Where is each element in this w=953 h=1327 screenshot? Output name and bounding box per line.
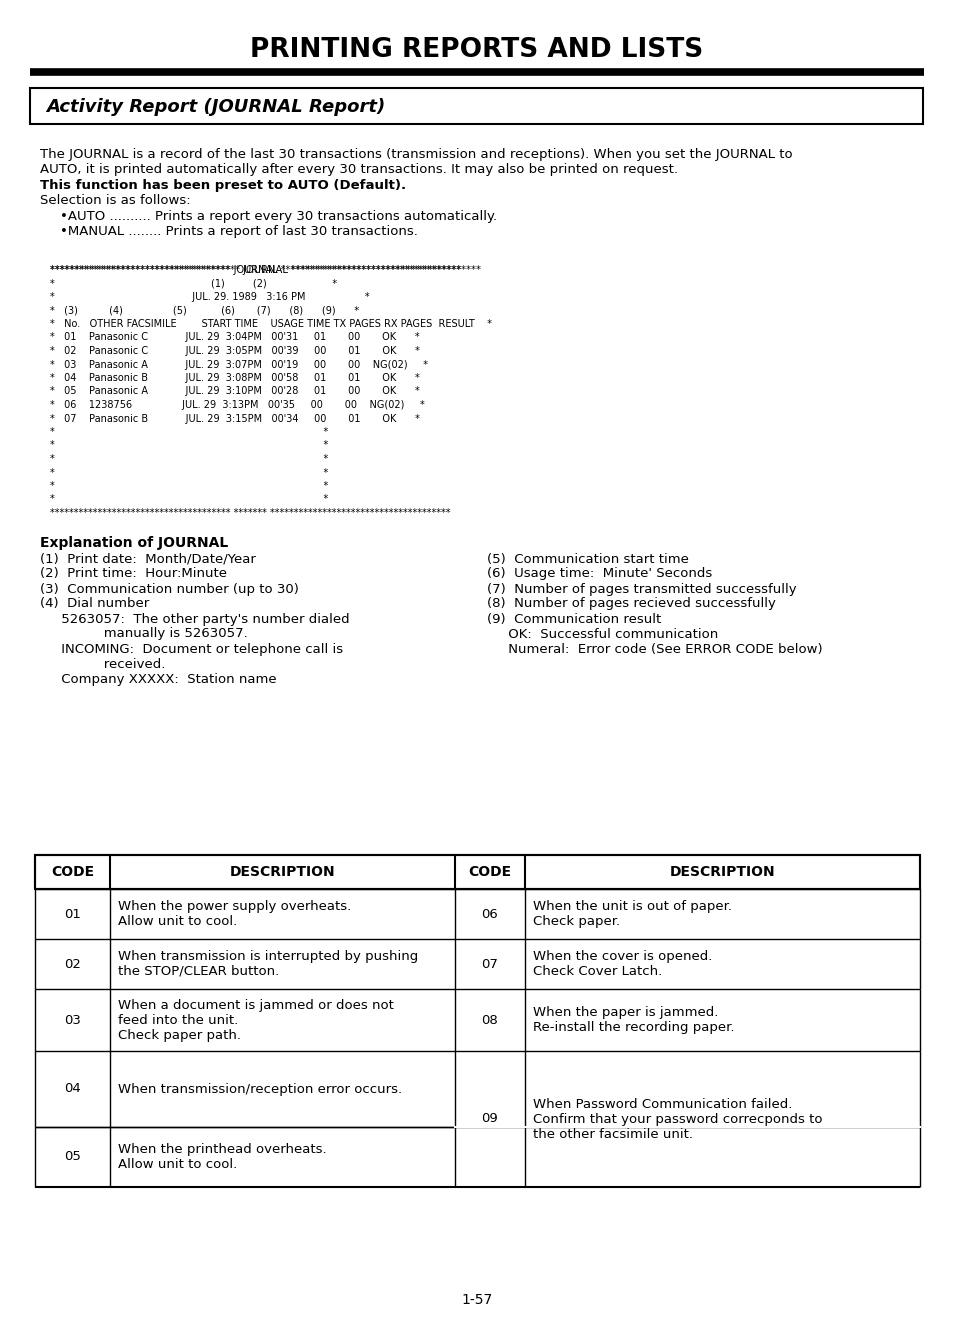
Text: DESCRIPTION: DESCRIPTION <box>230 865 335 878</box>
Text: *   No.   OTHER FACSIMILE        START TIME    USAGE TIME TX PAGES RX PAGES  RES: * No. OTHER FACSIMILE START TIME USAGE T… <box>50 318 492 329</box>
Text: DESCRIPTION: DESCRIPTION <box>669 865 775 878</box>
Text: When a document is jammed or does not: When a document is jammed or does not <box>118 998 394 1011</box>
Text: Company XXXXX:  Station name: Company XXXXX: Station name <box>40 673 276 686</box>
Text: INCOMING:  Document or telephone call is: INCOMING: Document or telephone call is <box>40 642 343 656</box>
Text: Confirm that your password correcponds to: Confirm that your password correcponds t… <box>533 1112 821 1125</box>
Text: *                                            JUL. 29. 1989   3:16 PM            : * JUL. 29. 1989 3:16 PM <box>50 292 369 303</box>
Text: (9)  Communication result: (9) Communication result <box>486 613 660 625</box>
Text: ************************************** JOURNAL *********************************: ************************************** J… <box>50 265 460 275</box>
Text: 08: 08 <box>481 1014 497 1027</box>
Text: ************************************** ******* *********************************: ************************************** *… <box>50 508 450 518</box>
Text: 02: 02 <box>64 958 81 970</box>
Text: *                                                                               : * <box>50 467 328 478</box>
Text: (5)  Communication start time: (5) Communication start time <box>486 552 688 565</box>
Text: (2)  Print time:  Hour:Minute: (2) Print time: Hour:Minute <box>40 568 227 580</box>
Text: Check paper path.: Check paper path. <box>118 1028 241 1042</box>
Text: 06: 06 <box>481 908 497 921</box>
Text: Re-install the recording paper.: Re-install the recording paper. <box>533 1020 734 1034</box>
Text: *   07    Panasonic B            JUL. 29  3:15PM   00'34     00       01       O: * 07 Panasonic B JUL. 29 3:15PM 00'34 00… <box>50 414 419 423</box>
Text: *   05    Panasonic A            JUL. 29  3:10PM   00'28     01       00       O: * 05 Panasonic A JUL. 29 3:10PM 00'28 01… <box>50 386 419 397</box>
Bar <box>30 88 923 123</box>
Text: *                                                  (1)         (2)              : * (1) (2) <box>50 279 336 288</box>
Text: received.: received. <box>40 657 165 670</box>
Text: When the printhead overheats.: When the printhead overheats. <box>118 1143 326 1156</box>
Text: Selection is as follows:: Selection is as follows: <box>40 195 191 207</box>
Text: Check Cover Latch.: Check Cover Latch. <box>533 965 661 978</box>
Text: 1-57: 1-57 <box>461 1292 492 1307</box>
Text: manually is 5263057.: manually is 5263057. <box>40 628 248 641</box>
Text: When transmission/reception error occurs.: When transmission/reception error occurs… <box>118 1083 402 1096</box>
Text: (6)  Usage time:  Minute' Seconds: (6) Usage time: Minute' Seconds <box>486 568 712 580</box>
Text: *   01    Panasonic C            JUL. 29  3:04PM   00'31     01       00       O: * 01 Panasonic C JUL. 29 3:04PM 00'31 01… <box>50 333 419 342</box>
Text: When the unit is out of paper.: When the unit is out of paper. <box>533 900 731 913</box>
Text: feed into the unit.: feed into the unit. <box>118 1014 238 1027</box>
Text: *                                                                               : * <box>50 480 328 491</box>
Text: the other facsimile unit.: the other facsimile unit. <box>533 1128 692 1140</box>
Text: the STOP/CLEAR button.: the STOP/CLEAR button. <box>118 965 279 978</box>
Text: •AUTO .......... Prints a report every 30 transactions automatically.: •AUTO .......... Prints a report every 3… <box>60 210 497 223</box>
Text: AUTO, it is printed automatically after every 30 transactions. It may also be pr: AUTO, it is printed automatically after … <box>40 163 678 176</box>
Text: *                                                                               : * <box>50 441 328 450</box>
Text: *   04    Panasonic B            JUL. 29  3:08PM   00'58     01       01       O: * 04 Panasonic B JUL. 29 3:08PM 00'58 01… <box>50 373 419 384</box>
Text: *                                                                               : * <box>50 427 328 437</box>
Text: •MANUAL ........ Prints a report of last 30 transactions.: •MANUAL ........ Prints a report of last… <box>60 226 417 239</box>
Text: 04: 04 <box>64 1083 81 1096</box>
Text: When the cover is opened.: When the cover is opened. <box>533 950 712 963</box>
Text: When the power supply overheats.: When the power supply overheats. <box>118 900 351 913</box>
Text: 03: 03 <box>64 1014 81 1027</box>
Text: (4)  Dial number: (4) Dial number <box>40 597 149 610</box>
Text: (3)  Communication number (up to 30): (3) Communication number (up to 30) <box>40 583 298 596</box>
Text: Explanation of JOURNAL: Explanation of JOURNAL <box>40 536 228 549</box>
Text: Allow unit to cool.: Allow unit to cool. <box>118 916 237 928</box>
Text: 01: 01 <box>64 908 81 921</box>
Text: OK:  Successful communication: OK: Successful communication <box>486 628 718 641</box>
Bar <box>35 855 919 889</box>
Text: *                                                                               : * <box>50 454 328 464</box>
Text: When transmission is interrupted by pushing: When transmission is interrupted by push… <box>118 950 417 963</box>
Text: ************************************** JOURNAL *********************************: ************************************** J… <box>50 265 480 275</box>
Text: 07: 07 <box>481 958 497 970</box>
Text: *                                                                               : * <box>50 495 328 504</box>
Text: 05: 05 <box>64 1151 81 1164</box>
Text: When Password Communication failed.: When Password Communication failed. <box>533 1097 792 1111</box>
Text: This function has been preset to AUTO (Default).: This function has been preset to AUTO (D… <box>40 179 406 192</box>
Text: *   03    Panasonic A            JUL. 29  3:07PM   00'19     00       00    NG(0: * 03 Panasonic A JUL. 29 3:07PM 00'19 00… <box>50 360 428 369</box>
Text: Allow unit to cool.: Allow unit to cool. <box>118 1158 237 1170</box>
Text: When the paper is jammed.: When the paper is jammed. <box>533 1006 718 1019</box>
Text: Activity Report (JOURNAL Report): Activity Report (JOURNAL Report) <box>46 98 385 115</box>
Text: The JOURNAL is a record of the last 30 transactions (transmission and receptions: The JOURNAL is a record of the last 30 t… <box>40 149 792 161</box>
Text: *   (3)          (4)                (5)           (6)       (7)      (8)      (9: * (3) (4) (5) (6) (7) (8) (9 <box>50 305 358 316</box>
Text: *   06    1238756                JUL. 29  3:13PM   00'35     00       00    NG(0: * 06 1238756 JUL. 29 3:13PM 00'35 00 00 … <box>50 399 424 410</box>
Text: Numeral:  Error code (See ERROR CODE below): Numeral: Error code (See ERROR CODE belo… <box>486 642 821 656</box>
Text: 09: 09 <box>481 1112 497 1125</box>
Text: 5263057:  The other party's number dialed: 5263057: The other party's number dialed <box>40 613 349 625</box>
Text: (8)  Number of pages recieved successfully: (8) Number of pages recieved successfull… <box>486 597 775 610</box>
Text: (7)  Number of pages transmitted successfully: (7) Number of pages transmitted successf… <box>486 583 796 596</box>
Text: *   02    Panasonic C            JUL. 29  3:05PM   00'39     00       01       O: * 02 Panasonic C JUL. 29 3:05PM 00'39 00… <box>50 346 419 356</box>
Text: (1)  Print date:  Month/Date/Year: (1) Print date: Month/Date/Year <box>40 552 255 565</box>
Text: CODE: CODE <box>468 865 511 878</box>
Text: PRINTING REPORTS AND LISTS: PRINTING REPORTS AND LISTS <box>250 37 703 62</box>
Text: Check paper.: Check paper. <box>533 916 619 928</box>
Text: CODE: CODE <box>51 865 94 878</box>
